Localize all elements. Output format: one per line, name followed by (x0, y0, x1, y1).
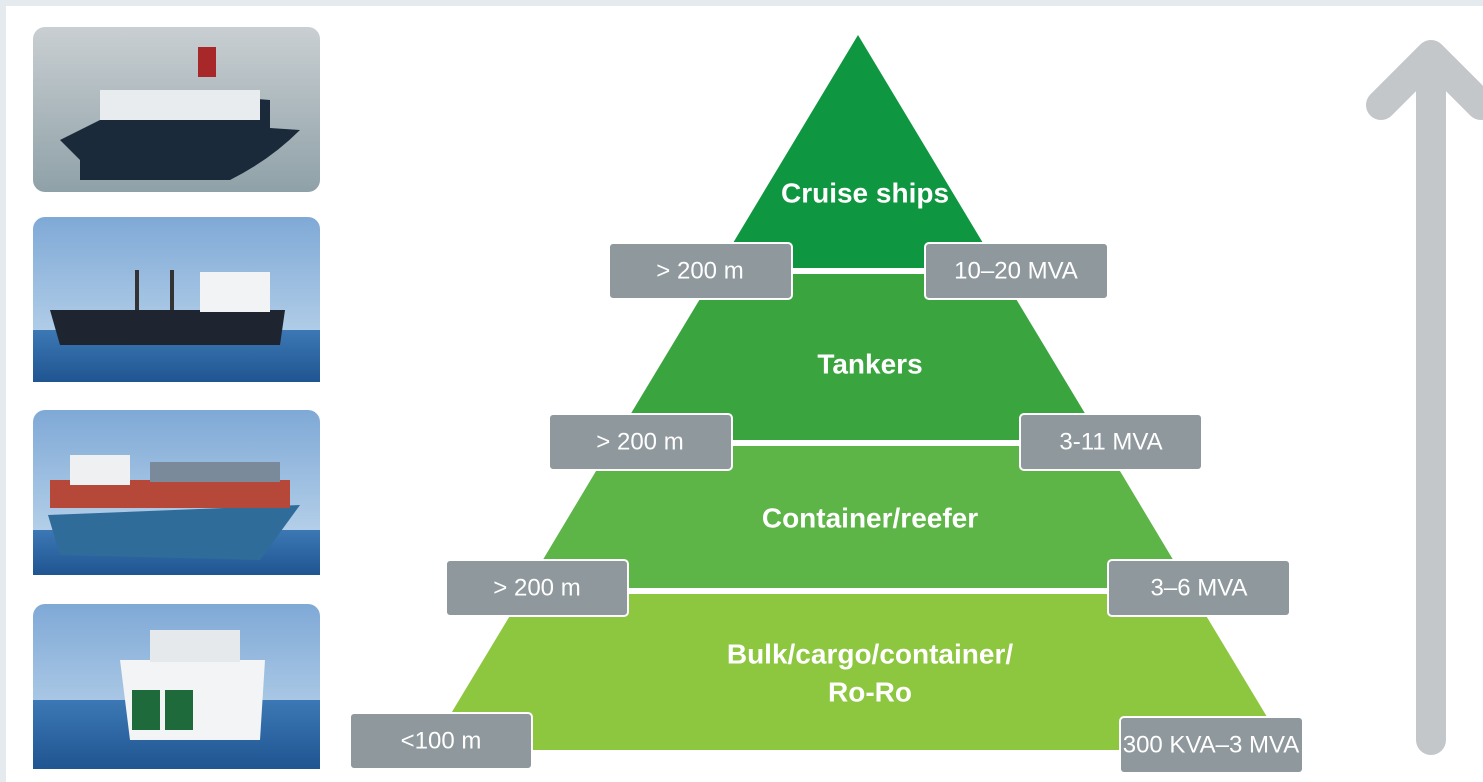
diagram: Cruise ships Tankers Container/reefer Bu… (0, 0, 1483, 782)
photo-roro (33, 604, 320, 769)
tier-label: Container/reefer (762, 502, 978, 533)
tier-label: Tankers (817, 348, 922, 379)
length-label: > 200 m (493, 574, 580, 601)
power-label: 300 KVA–3 MVA (1123, 731, 1300, 758)
length-label: > 200 m (596, 428, 683, 455)
tier-label: Bulk/cargo/container/ (727, 638, 1014, 669)
top-border (0, 0, 1483, 6)
length-label: > 200 m (656, 257, 743, 284)
photo-container (33, 410, 320, 575)
power-label: 3–6 MVA (1151, 574, 1248, 601)
tier-label: Cruise ships (781, 177, 949, 208)
left-border (0, 0, 6, 782)
photo-tanker (33, 217, 320, 382)
power-label: 10–20 MVA (954, 257, 1078, 284)
photo-cruise (33, 27, 320, 192)
length-label: <100 m (401, 727, 482, 754)
tier-label: Ro-Ro (828, 676, 912, 707)
power-label: 3-11 MVA (1059, 428, 1162, 455)
